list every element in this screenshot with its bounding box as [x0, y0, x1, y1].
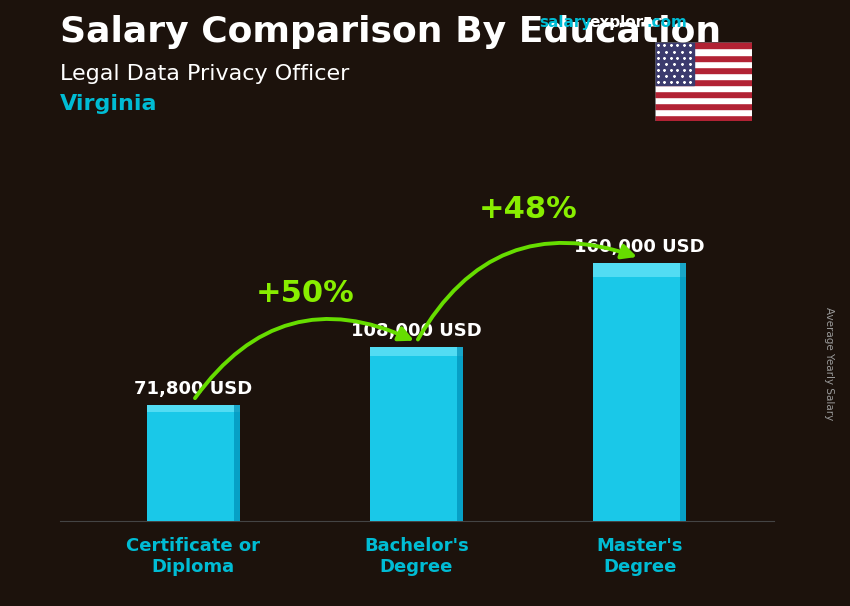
Bar — [592, 262, 687, 277]
Bar — [370, 347, 463, 356]
Bar — [654, 42, 752, 48]
Bar — [654, 97, 752, 103]
Bar — [654, 91, 752, 97]
Bar — [654, 115, 752, 121]
Text: salary: salary — [540, 15, 592, 30]
Bar — [654, 79, 752, 85]
Bar — [654, 85, 752, 91]
Text: Salary Comparison By Education: Salary Comparison By Education — [60, 15, 721, 49]
Text: +50%: +50% — [256, 279, 354, 308]
Bar — [654, 55, 752, 61]
Text: Average Yearly Salary: Average Yearly Salary — [824, 307, 834, 420]
Bar — [654, 109, 752, 115]
Bar — [456, 347, 463, 521]
Bar — [592, 262, 687, 521]
Bar — [680, 262, 687, 521]
Text: .com: .com — [646, 15, 687, 30]
Bar — [654, 67, 752, 73]
Text: Virginia: Virginia — [60, 94, 157, 114]
Bar — [234, 405, 241, 521]
Text: 108,000 USD: 108,000 USD — [351, 322, 482, 340]
Bar — [146, 405, 241, 411]
Bar — [654, 103, 752, 109]
Bar — [370, 347, 463, 521]
Bar — [146, 405, 241, 521]
Text: 160,000 USD: 160,000 USD — [575, 238, 705, 256]
Text: explorer: explorer — [589, 15, 661, 30]
Bar — [654, 48, 752, 55]
Text: +48%: +48% — [479, 195, 577, 224]
Text: 71,800 USD: 71,800 USD — [134, 380, 252, 398]
Bar — [654, 61, 752, 67]
Bar — [654, 73, 752, 79]
Bar — [654, 42, 694, 85]
Text: Legal Data Privacy Officer: Legal Data Privacy Officer — [60, 64, 348, 84]
